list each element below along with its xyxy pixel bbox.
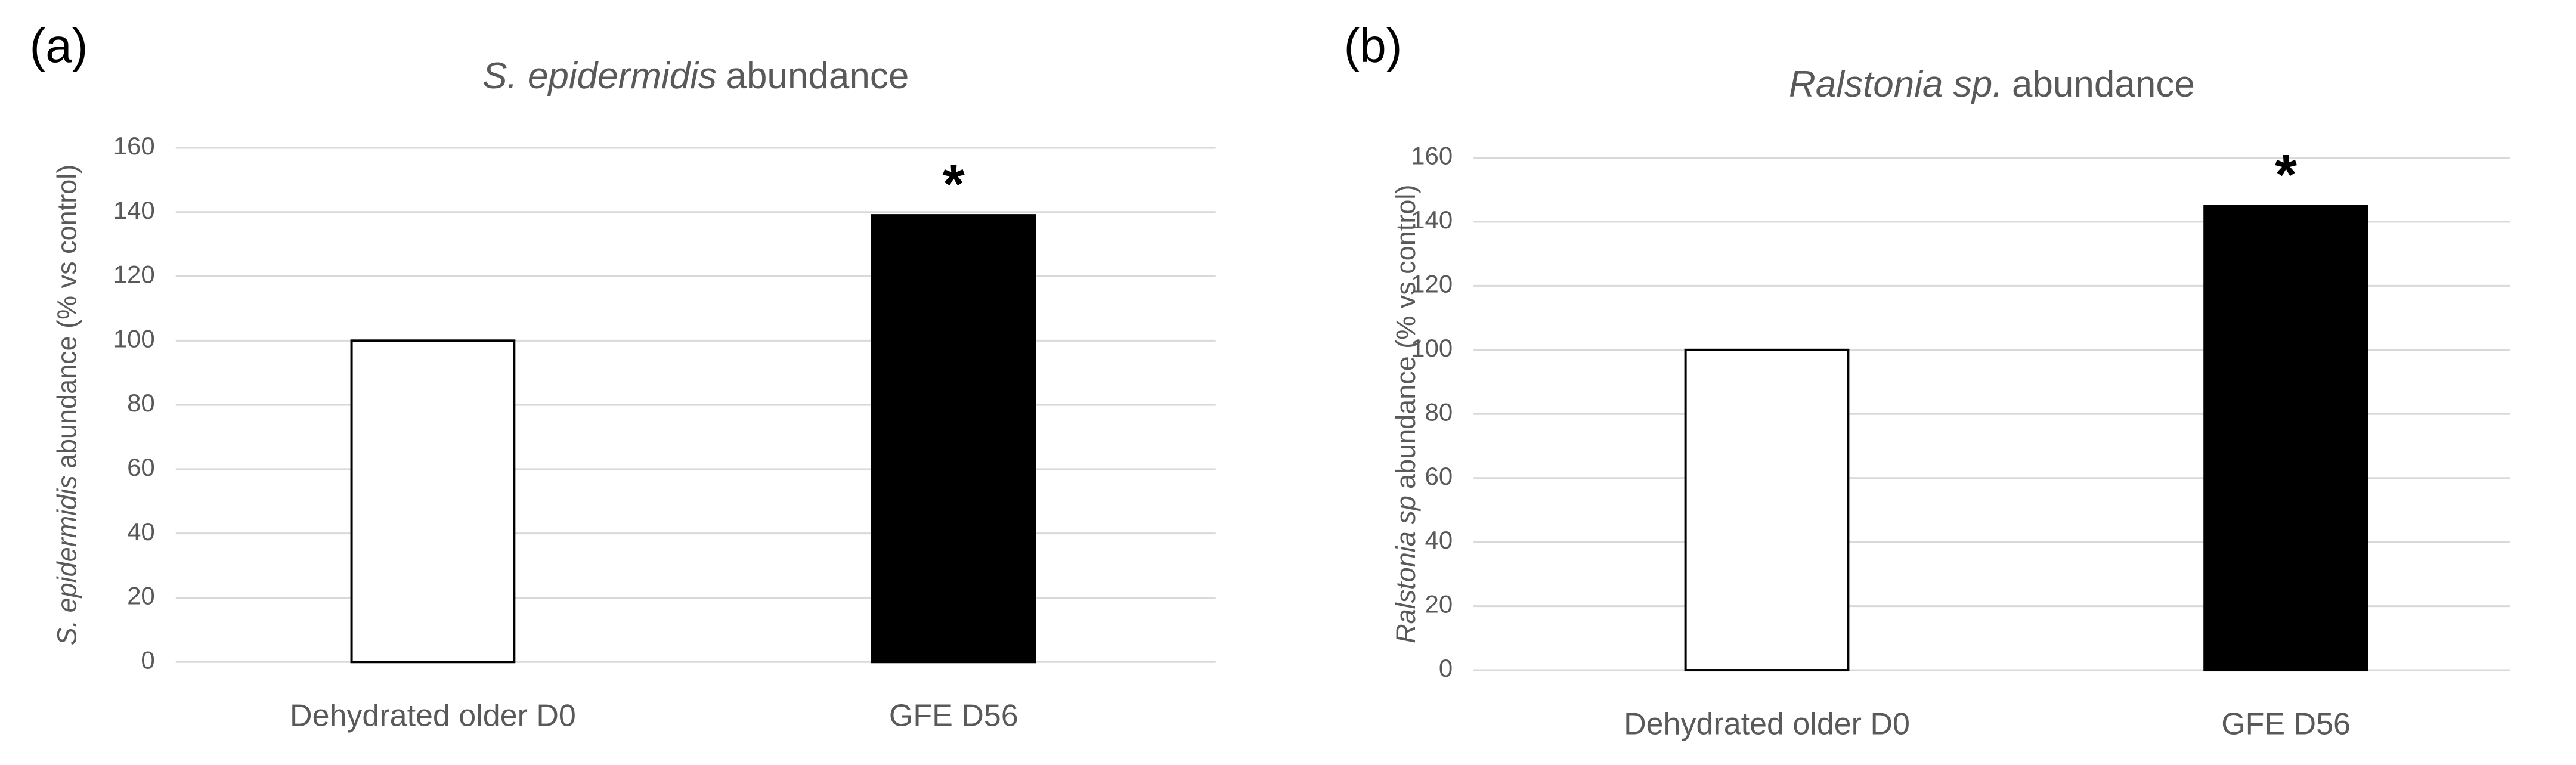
y-tick-label: 60 — [127, 453, 155, 481]
significance-marker: * — [943, 153, 965, 216]
y-axis-label: Ralstonia sp abundance (% vs control) — [1391, 185, 1421, 643]
y-tick-label: 40 — [1425, 526, 1453, 554]
chart-title-italic: Ralstonia sp. — [1789, 64, 2002, 105]
y-axis-label-rest: abundance (% vs control) — [1391, 185, 1421, 489]
chart-title-rest: abundance — [2012, 64, 2195, 105]
y-axis-label-italic: Ralstonia sp — [1391, 495, 1421, 643]
bar — [350, 339, 516, 664]
x-tick-label: GFE D56 — [2221, 707, 2351, 741]
chart-title-rest: abundance — [726, 56, 909, 97]
x-tick-label: Dehydrated older D0 — [1624, 707, 1910, 741]
y-tick-label: 0 — [141, 646, 154, 674]
panel-label: (a) — [30, 19, 88, 72]
bar — [2203, 205, 2368, 672]
chart-title: S. epidermidis abundance — [482, 56, 909, 97]
chart-title-italic: S. epidermidis — [482, 56, 717, 97]
y-axis-label: S. epidermidis abundance (% vs control) — [52, 165, 82, 646]
y-tick-label: 160 — [1411, 142, 1453, 170]
y-tick-label: 140 — [1411, 206, 1453, 234]
bar — [1684, 348, 1850, 672]
y-axis-label-rest: abundance (% vs control) — [52, 165, 82, 469]
y-tick-label: 80 — [127, 389, 155, 417]
y-axis-label-italic: S. epidermidis — [52, 475, 82, 645]
chart-title: Ralstonia sp. abundance — [1789, 64, 2195, 105]
panel-label: (b) — [1344, 19, 1402, 72]
y-tick-label: 100 — [113, 324, 155, 352]
x-tick-label: GFE D56 — [889, 699, 1018, 733]
y-tick-label: 80 — [1425, 398, 1453, 426]
x-tick-label: Dehydrated older D0 — [290, 699, 576, 733]
bar — [871, 214, 1036, 664]
y-tick-label: 60 — [1425, 462, 1453, 490]
y-tick-label: 20 — [127, 582, 155, 610]
y-tick-label: 120 — [113, 261, 155, 289]
y-tick-label: 0 — [1439, 654, 1453, 682]
y-tick-label: 40 — [127, 518, 155, 546]
y-tick-label: 160 — [113, 132, 155, 160]
y-tick-label: 100 — [1411, 334, 1453, 362]
y-tick-label: 140 — [113, 196, 155, 224]
y-tick-label: 120 — [1411, 270, 1453, 298]
significance-marker: * — [2275, 143, 2297, 206]
y-tick-label: 20 — [1425, 590, 1453, 618]
